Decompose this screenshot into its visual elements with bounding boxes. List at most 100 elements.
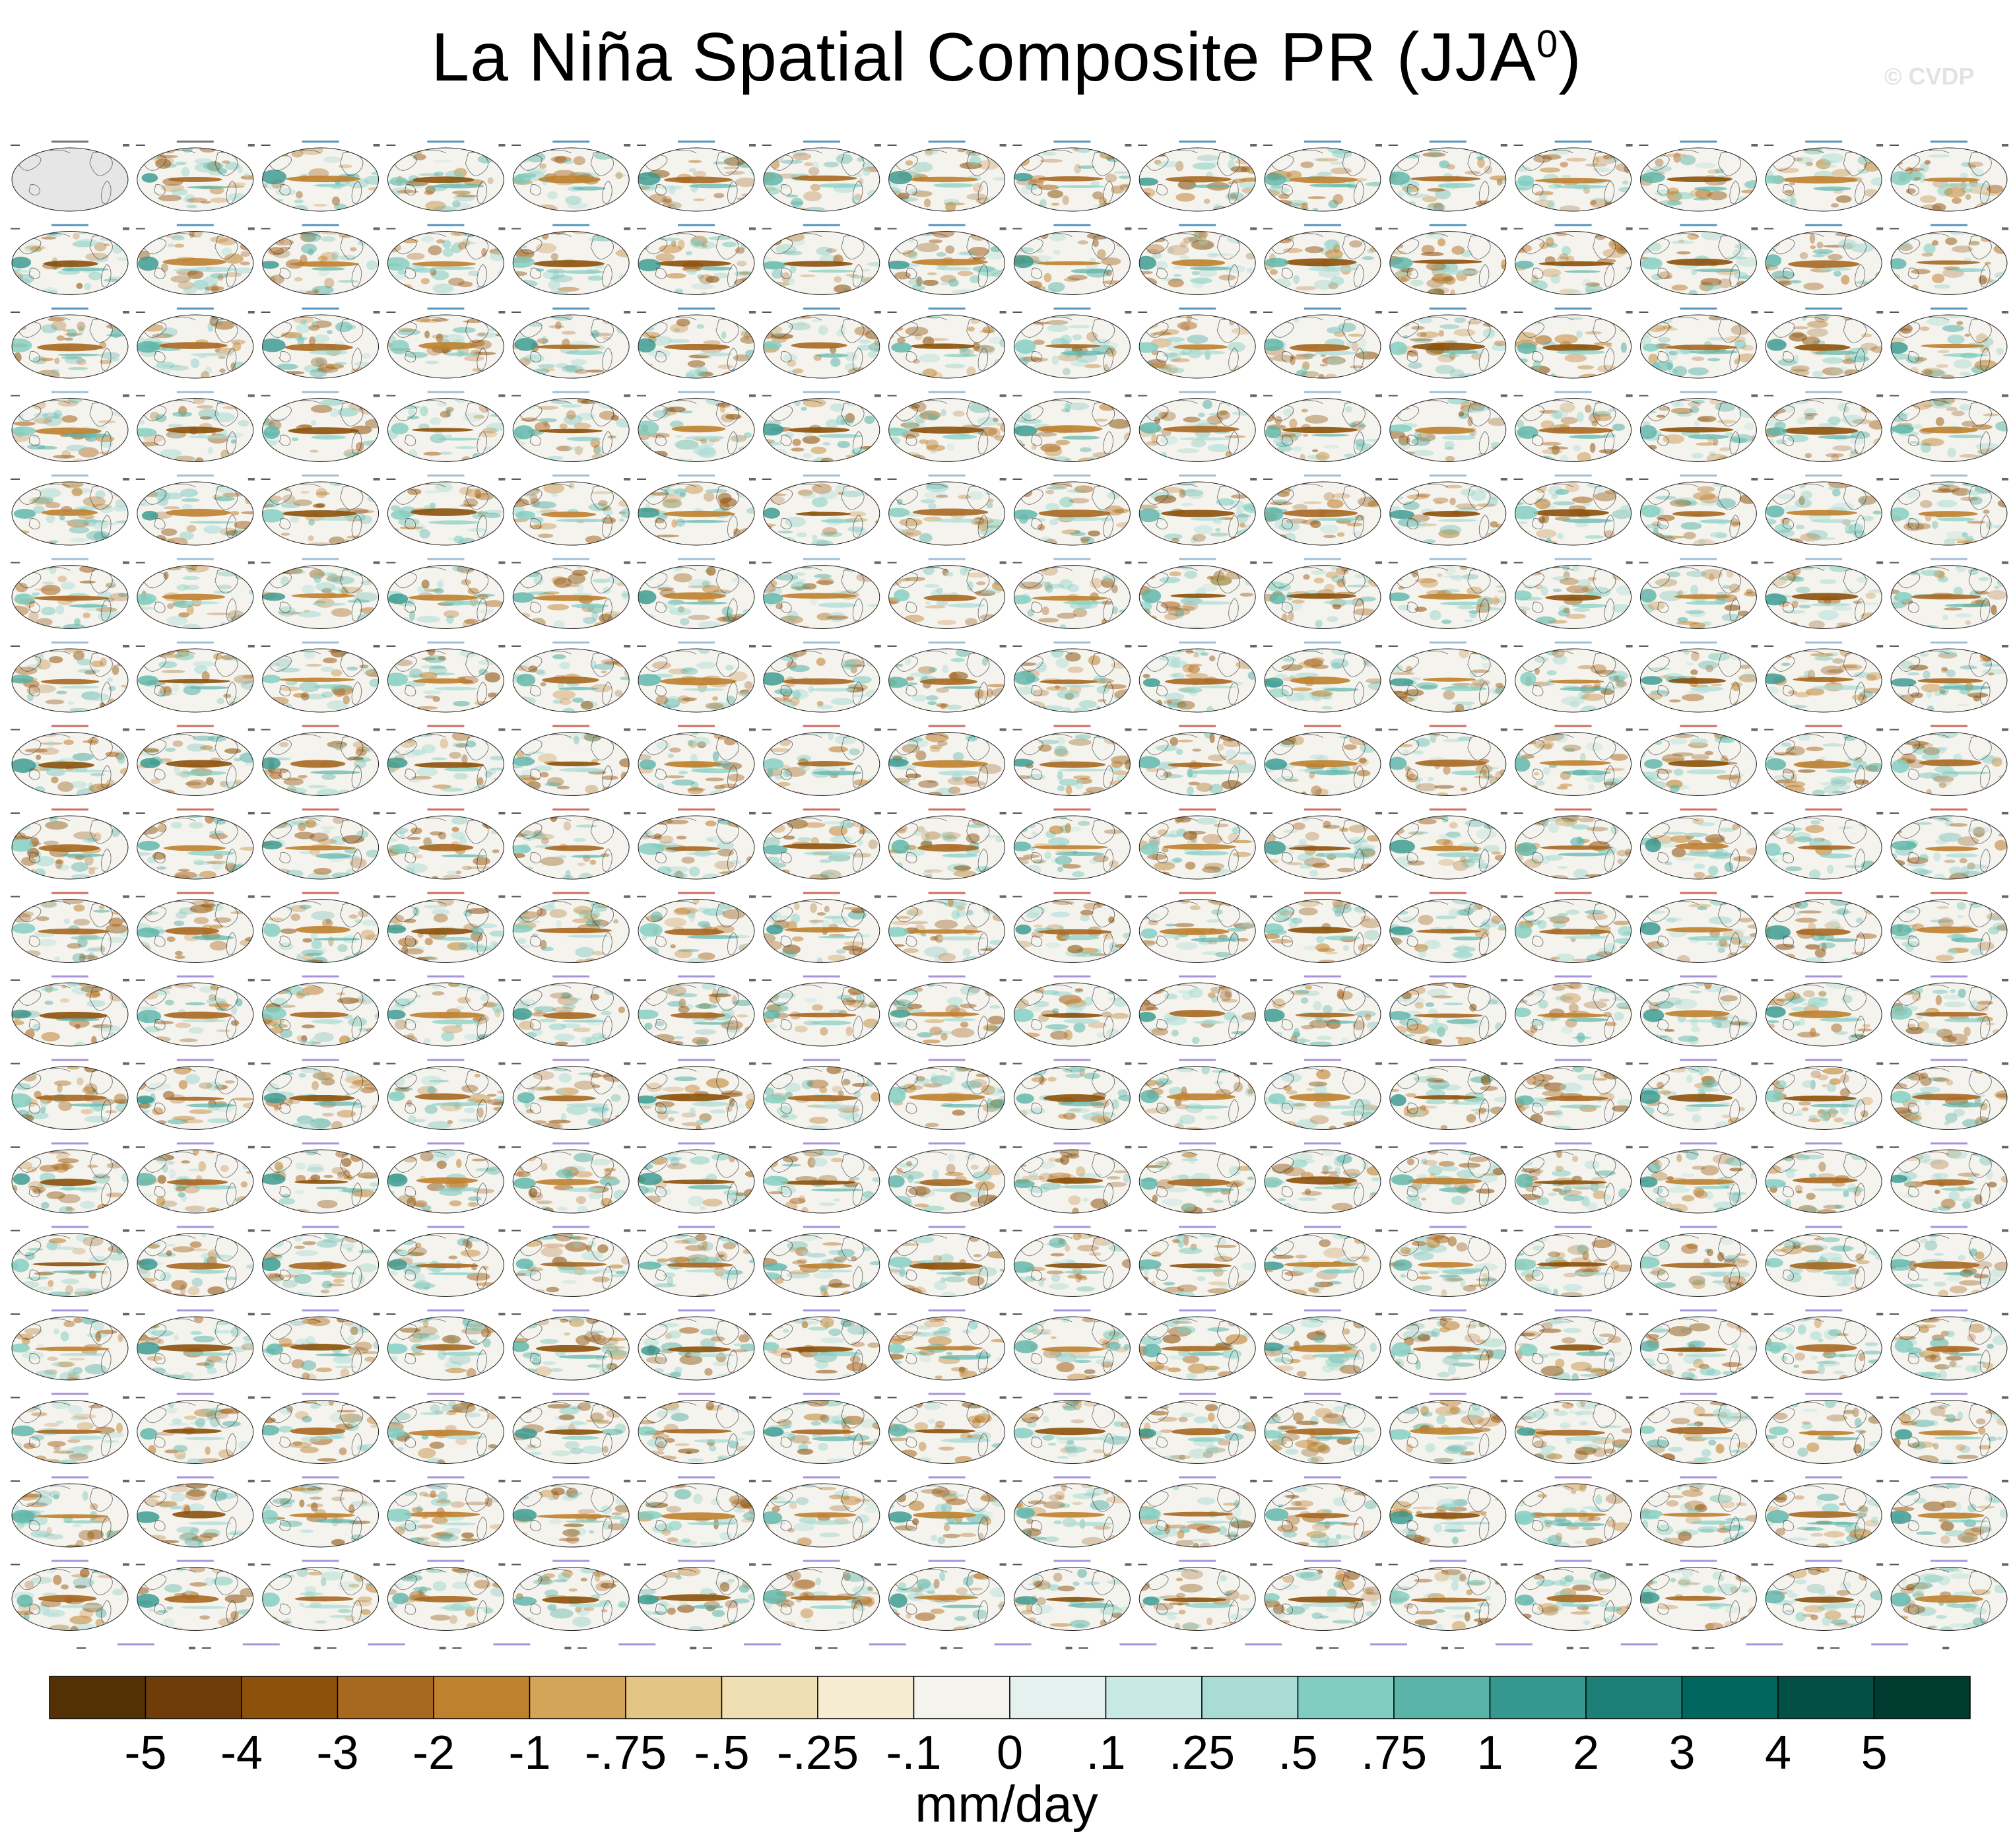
anomaly-blob	[905, 326, 929, 337]
anomaly-blob	[1822, 357, 1844, 364]
secondary-anomaly-band	[932, 518, 983, 523]
anomaly-blob	[620, 676, 630, 680]
anomaly-blob	[300, 232, 317, 242]
anomaly-blob	[1554, 334, 1579, 345]
anomaly-blob	[1325, 249, 1343, 259]
anomaly-blob	[442, 334, 465, 343]
anomaly-blob	[1118, 444, 1131, 452]
wet-anomaly-region	[1139, 508, 1160, 523]
wet-anomaly-region	[1891, 258, 1907, 270]
continent-outline	[1770, 149, 1866, 204]
anomaly-blob	[1318, 374, 1325, 378]
anomaly-blob	[1891, 482, 1907, 488]
anomaly-blob	[866, 659, 877, 667]
anomaly-blob	[1056, 612, 1077, 619]
anomaly-blob	[194, 162, 217, 173]
anomaly-blob	[602, 565, 612, 568]
model-map-panel	[512, 224, 631, 295]
anomaly-blob	[1111, 185, 1124, 194]
model-map-panel	[11, 308, 129, 379]
panel-title-mark	[1429, 224, 1467, 226]
anomaly-blob	[1330, 167, 1352, 175]
anomaly-blob	[1534, 335, 1552, 345]
anomaly-blob	[741, 281, 752, 288]
equatorial-dry-band	[1173, 344, 1228, 350]
anomaly-blob	[679, 618, 690, 626]
anomaly-blob	[1476, 156, 1484, 160]
anomaly-blob	[1305, 414, 1329, 424]
anomaly-blob	[158, 154, 179, 158]
anomaly-blob	[859, 368, 880, 376]
wet-anomaly-region	[1139, 178, 1158, 186]
panel-count-mark	[123, 645, 129, 647]
anomaly-blob	[137, 242, 142, 253]
anomaly-blob	[708, 236, 731, 241]
anomaly-blob	[488, 327, 504, 332]
anomaly-blob	[1793, 354, 1799, 365]
anomaly-blob	[1725, 335, 1746, 343]
panel-count-mark	[624, 311, 631, 314]
panel-count-mark	[999, 478, 1006, 480]
anomaly-blob	[1800, 533, 1821, 542]
anomaly-blob	[1365, 438, 1381, 442]
anomaly-blob	[1952, 197, 1962, 204]
anomaly-blob	[1462, 574, 1479, 580]
anomaly-blob	[1246, 267, 1255, 274]
panel-title-mark	[427, 475, 465, 477]
anomaly-blob	[773, 700, 794, 710]
secondary-anomaly-band	[57, 353, 101, 356]
anomaly-blob	[822, 442, 831, 446]
anomaly-blob	[1271, 199, 1292, 205]
panel-years-mark	[1513, 478, 1523, 480]
anomaly-blob	[458, 281, 473, 288]
anomaly-blob	[1139, 401, 1153, 412]
anomaly-blob	[1818, 422, 1839, 427]
anomaly-blob	[70, 537, 89, 543]
anomaly-blob	[977, 540, 984, 544]
anomaly-blob	[1620, 342, 1627, 353]
model-map-panel	[512, 308, 631, 379]
secondary-anomaly-band	[1071, 269, 1113, 274]
anomaly-blob	[1996, 241, 2007, 248]
anomaly-blob	[106, 333, 125, 337]
anomaly-blob	[1795, 524, 1804, 530]
anomaly-blob	[137, 442, 159, 447]
anomaly-blob	[862, 168, 871, 176]
anomaly-blob	[1717, 278, 1732, 288]
anomaly-blob	[423, 451, 442, 456]
equatorial-dry-band	[1284, 258, 1357, 267]
anomaly-blob	[166, 537, 188, 545]
anomaly-blob	[984, 209, 991, 211]
panel-count-mark	[1751, 478, 1758, 480]
anomaly-blob	[1605, 290, 1616, 294]
panel-title-mark	[803, 642, 840, 644]
panel-title-mark	[302, 308, 339, 310]
anomaly-blob	[537, 338, 549, 344]
anomaly-blob	[593, 663, 615, 670]
anomaly-blob	[1701, 621, 1712, 626]
panel-years-mark	[1513, 562, 1523, 564]
anomaly-blob	[1169, 571, 1182, 577]
anomaly-blob	[1116, 455, 1129, 460]
anomaly-blob	[1321, 356, 1346, 365]
anomaly-blob	[468, 270, 480, 277]
anomaly-blob	[1517, 521, 1529, 525]
anomaly-blob	[1607, 482, 1617, 488]
anomaly-blob	[1311, 570, 1327, 575]
anomaly-blob	[830, 358, 841, 367]
anomaly-blob	[1774, 207, 1783, 211]
anomaly-blob	[1891, 273, 1900, 281]
anomaly-blob	[905, 576, 926, 581]
anomaly-blob	[214, 496, 235, 502]
anomaly-blob	[663, 198, 672, 203]
anomaly-blob	[1771, 270, 1795, 279]
anomaly-blob	[405, 351, 428, 358]
anomaly-blob	[927, 272, 937, 276]
anomaly-blob	[770, 496, 785, 504]
panel-count-mark	[1500, 311, 1507, 314]
anomaly-blob	[100, 657, 107, 667]
anomaly-blob	[1030, 255, 1053, 261]
anomaly-blob	[550, 401, 570, 405]
anomaly-blob	[1923, 243, 1936, 254]
globe-border	[763, 231, 880, 295]
